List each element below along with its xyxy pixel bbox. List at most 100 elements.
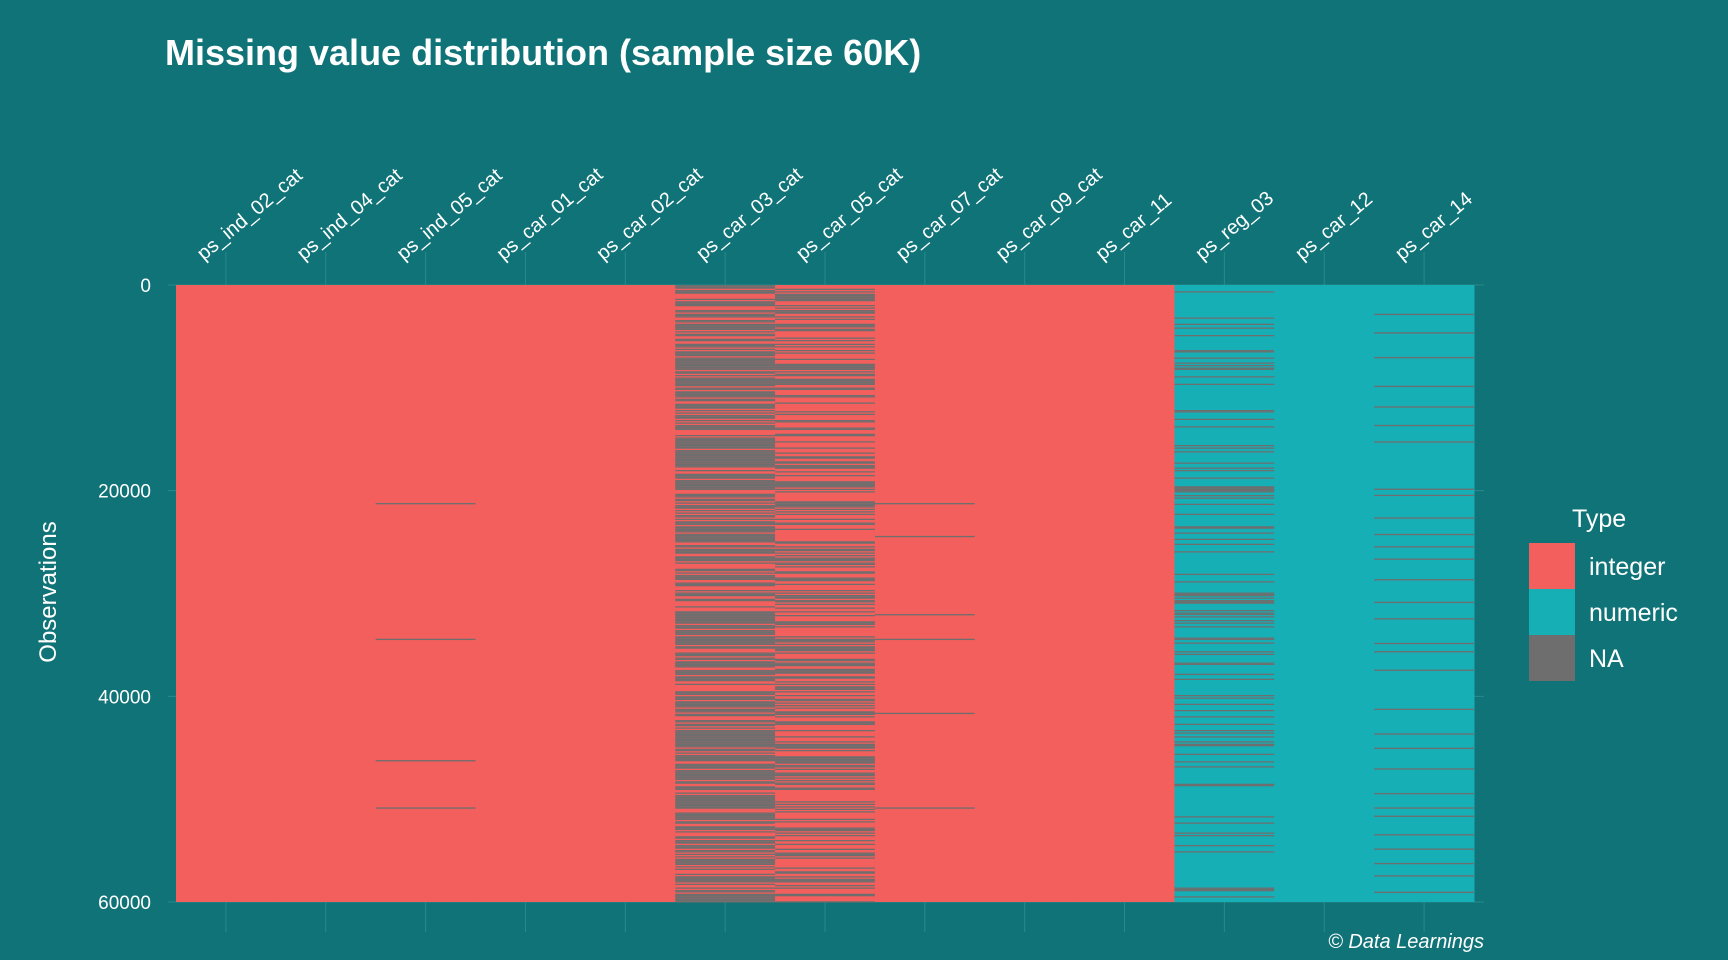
na-stripe (775, 783, 875, 785)
na-stripe (675, 410, 776, 412)
na-stripe (775, 843, 875, 845)
na-stripe (675, 710, 776, 712)
na-stripe (775, 721, 875, 723)
na-stripe (675, 305, 776, 307)
na-stripe (775, 323, 875, 325)
na-stripe (775, 298, 875, 300)
na-stripe (1174, 723, 1275, 725)
na-stripe (1174, 888, 1275, 890)
na-stripe (775, 840, 875, 842)
na-stripe (675, 446, 776, 448)
na-stripe (675, 443, 776, 445)
x-tick-label: ps_car_01_cat (493, 163, 608, 264)
na-stripe (775, 672, 875, 674)
na-stripe (675, 480, 776, 482)
na-stripe (775, 768, 875, 770)
na-stripe (675, 613, 776, 615)
na-stripe (675, 641, 776, 643)
na-stripe (775, 452, 875, 454)
na-stripe (675, 416, 776, 418)
na-stripe (775, 373, 875, 375)
na-stripe (775, 541, 875, 543)
na-stripe (1174, 323, 1275, 325)
na-stripe (675, 901, 776, 903)
na-stripe (775, 365, 875, 367)
na-stripe (1174, 753, 1275, 755)
na-stripe (775, 577, 875, 579)
na-stripe (775, 465, 875, 467)
na-stripe (775, 571, 875, 573)
x-tick-label: ps_car_09_cat (992, 163, 1107, 264)
na-stripe (775, 901, 875, 903)
na-stripe (675, 578, 776, 580)
na-stripe (675, 316, 776, 318)
heatmap-column-ps_ind_05_cat (375, 285, 477, 902)
na-stripe (775, 318, 875, 320)
na-stripe (675, 360, 776, 362)
na-stripe (675, 521, 776, 523)
na-stripe (1174, 595, 1275, 597)
na-stripe (1374, 834, 1474, 836)
legend-swatch (1529, 589, 1575, 635)
na-stripe (675, 803, 776, 805)
na-stripe (675, 816, 776, 818)
na-stripe (675, 672, 776, 674)
na-stripe (775, 523, 875, 525)
na-stripe (775, 563, 875, 565)
na-stripe (675, 772, 776, 774)
na-stripe (675, 741, 776, 743)
na-stripe (1174, 620, 1275, 622)
na-stripe (874, 807, 975, 809)
heatmap-column-ps_car_05_cat (775, 285, 876, 903)
na-stripe (775, 558, 875, 560)
na-stripe (1374, 651, 1474, 653)
na-stripe (675, 732, 776, 734)
x-tick-label: ps_car_03_cat (692, 163, 807, 264)
na-stripe (775, 395, 875, 397)
na-stripe (775, 746, 875, 748)
na-stripe (1174, 743, 1275, 745)
na-stripe (775, 827, 875, 829)
na-stripe (675, 451, 776, 453)
na-stripe (775, 501, 875, 503)
na-stripe (675, 807, 776, 809)
na-stripe (775, 603, 875, 605)
na-stripe (675, 303, 776, 305)
na-stripe (775, 650, 875, 652)
na-stripe (675, 286, 776, 288)
na-stripe (1174, 601, 1275, 603)
na-stripe (675, 646, 776, 648)
na-stripe (1174, 602, 1275, 604)
na-stripe (675, 703, 776, 705)
na-stripe (675, 631, 776, 633)
na-stripe (675, 463, 776, 465)
na-stripe (675, 680, 776, 682)
na-stripe (375, 760, 476, 762)
na-stripe (675, 748, 776, 750)
na-stripe (1374, 848, 1474, 850)
na-stripe (1174, 816, 1275, 818)
y-tick-label: 40000 (98, 687, 151, 708)
na-stripe (775, 291, 875, 293)
na-stripe (1174, 426, 1275, 428)
na-stripe (675, 880, 776, 882)
na-stripe (675, 755, 776, 757)
na-stripe (775, 803, 875, 805)
na-stripe (1174, 350, 1275, 352)
na-stripe (675, 692, 776, 694)
na-stripe (675, 435, 776, 437)
na-stripe (1174, 613, 1275, 615)
na-stripe (675, 891, 776, 893)
heatmap-column-ps_ind_04_cat (275, 285, 377, 902)
na-stripe (675, 758, 776, 760)
na-stripe (1374, 488, 1474, 490)
na-stripe (775, 830, 875, 832)
na-stripe (675, 353, 776, 355)
na-stripe (675, 466, 776, 468)
na-stripe (775, 773, 875, 775)
na-stripe (675, 752, 776, 754)
na-stripe (675, 876, 776, 878)
na-stripe (675, 562, 776, 564)
na-stripe (675, 311, 776, 313)
na-stripe (1374, 862, 1474, 865)
